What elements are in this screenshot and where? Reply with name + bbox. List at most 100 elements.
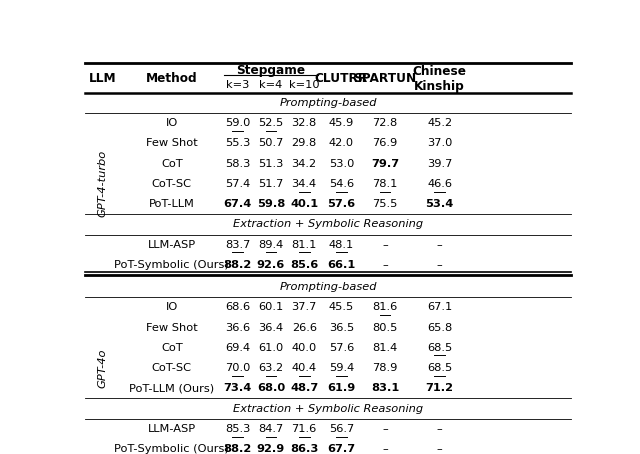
Text: 68.5: 68.5 (427, 343, 452, 353)
Text: 61.0: 61.0 (259, 343, 284, 353)
Text: k=4: k=4 (259, 80, 283, 90)
Text: –: – (382, 444, 388, 454)
Text: PoT-Symbolic (Ours): PoT-Symbolic (Ours) (115, 260, 229, 270)
Text: 45.5: 45.5 (329, 302, 354, 312)
Text: 85.6: 85.6 (290, 260, 318, 270)
Text: 36.5: 36.5 (329, 322, 354, 332)
Text: 51.7: 51.7 (259, 179, 284, 189)
Text: 81.6: 81.6 (372, 302, 397, 312)
Text: 60.1: 60.1 (259, 302, 284, 312)
Text: 61.9: 61.9 (327, 383, 355, 393)
Text: 34.2: 34.2 (292, 158, 317, 168)
Text: 78.1: 78.1 (372, 179, 397, 189)
Text: –: – (436, 260, 442, 270)
Text: 53.0: 53.0 (329, 158, 354, 168)
Text: 84.7: 84.7 (259, 424, 284, 434)
Text: 85.3: 85.3 (225, 424, 250, 434)
Text: 54.6: 54.6 (329, 179, 354, 189)
Text: 58.3: 58.3 (225, 158, 250, 168)
Text: CoT: CoT (161, 158, 182, 168)
Text: GPT-4o: GPT-4o (97, 348, 108, 388)
Text: 76.9: 76.9 (372, 138, 397, 148)
Text: 57.6: 57.6 (327, 199, 355, 209)
Text: 57.4: 57.4 (225, 179, 250, 189)
Text: Method: Method (146, 72, 198, 85)
Text: k=3: k=3 (226, 80, 250, 90)
Text: 46.6: 46.6 (427, 179, 452, 189)
Text: IO: IO (166, 302, 178, 312)
Text: 59.4: 59.4 (329, 363, 354, 373)
Text: LLM: LLM (88, 72, 116, 85)
Text: 63.2: 63.2 (259, 363, 284, 373)
Text: 50.7: 50.7 (259, 138, 284, 148)
Text: PoT-Symbolic (Ours): PoT-Symbolic (Ours) (115, 444, 229, 454)
Text: Prompting-based: Prompting-based (279, 98, 377, 108)
Text: 34.4: 34.4 (292, 179, 317, 189)
Text: PoT-LLM (Ours): PoT-LLM (Ours) (129, 383, 214, 393)
Text: 80.5: 80.5 (372, 322, 397, 332)
Text: 83.1: 83.1 (371, 383, 399, 393)
Text: 67.4: 67.4 (223, 199, 252, 209)
Text: 71.2: 71.2 (426, 383, 454, 393)
Text: CoT-SC: CoT-SC (152, 363, 192, 373)
Text: 78.9: 78.9 (372, 363, 397, 373)
Text: 37.7: 37.7 (291, 302, 317, 312)
Text: 88.2: 88.2 (223, 260, 252, 270)
Text: 79.7: 79.7 (371, 158, 399, 168)
Text: 75.5: 75.5 (372, 199, 397, 209)
Text: Extraction + Symbolic Reasoning: Extraction + Symbolic Reasoning (233, 404, 423, 414)
Text: GPT-4-turbo: GPT-4-turbo (97, 150, 108, 217)
Text: IO: IO (166, 118, 178, 128)
Text: 68.6: 68.6 (225, 302, 250, 312)
Text: 69.4: 69.4 (225, 343, 250, 353)
Text: 55.3: 55.3 (225, 138, 250, 148)
Text: –: – (382, 424, 388, 434)
Text: 26.6: 26.6 (292, 322, 317, 332)
Text: 36.6: 36.6 (225, 322, 250, 332)
Text: 56.7: 56.7 (329, 424, 354, 434)
Text: 48.1: 48.1 (329, 240, 354, 250)
Text: 72.8: 72.8 (372, 118, 397, 128)
Text: 81.1: 81.1 (291, 240, 317, 250)
Text: 59.0: 59.0 (225, 118, 250, 128)
Text: 40.0: 40.0 (292, 343, 317, 353)
Text: –: – (436, 240, 442, 250)
Text: 59.8: 59.8 (257, 199, 285, 209)
Text: –: – (436, 424, 442, 434)
Text: 36.4: 36.4 (259, 322, 284, 332)
Text: LLM-ASP: LLM-ASP (148, 424, 196, 434)
Text: Chinese
Kinship: Chinese Kinship (413, 64, 467, 93)
Text: –: – (436, 444, 442, 454)
Text: 37.0: 37.0 (427, 138, 452, 148)
Text: 83.7: 83.7 (225, 240, 250, 250)
Text: 65.8: 65.8 (427, 322, 452, 332)
Text: SPARTUN: SPARTUN (353, 72, 417, 85)
Text: 67.7: 67.7 (327, 444, 355, 454)
Text: Stepgame: Stepgame (236, 64, 305, 77)
Text: CLUTRR: CLUTRR (315, 72, 368, 85)
Text: 66.1: 66.1 (327, 260, 355, 270)
Text: CoT-SC: CoT-SC (152, 179, 192, 189)
Text: 51.3: 51.3 (259, 158, 284, 168)
Text: 52.5: 52.5 (259, 118, 284, 128)
Text: PoT-LLM: PoT-LLM (149, 199, 195, 209)
Text: 81.4: 81.4 (372, 343, 397, 353)
Text: 71.6: 71.6 (292, 424, 317, 434)
Text: Extraction + Symbolic Reasoning: Extraction + Symbolic Reasoning (233, 219, 423, 229)
Text: 92.6: 92.6 (257, 260, 285, 270)
Text: 92.9: 92.9 (257, 444, 285, 454)
Text: 89.4: 89.4 (259, 240, 284, 250)
Text: 68.0: 68.0 (257, 383, 285, 393)
Text: 40.1: 40.1 (290, 199, 318, 209)
Text: 39.7: 39.7 (427, 158, 452, 168)
Text: 48.7: 48.7 (290, 383, 318, 393)
Text: 32.8: 32.8 (292, 118, 317, 128)
Text: Few Shot: Few Shot (146, 322, 198, 332)
Text: 45.2: 45.2 (427, 118, 452, 128)
Text: 53.4: 53.4 (426, 199, 454, 209)
Text: 67.1: 67.1 (427, 302, 452, 312)
Text: LLM-ASP: LLM-ASP (148, 240, 196, 250)
Text: 42.0: 42.0 (329, 138, 354, 148)
Text: Few Shot: Few Shot (146, 138, 198, 148)
Text: 73.4: 73.4 (223, 383, 252, 393)
